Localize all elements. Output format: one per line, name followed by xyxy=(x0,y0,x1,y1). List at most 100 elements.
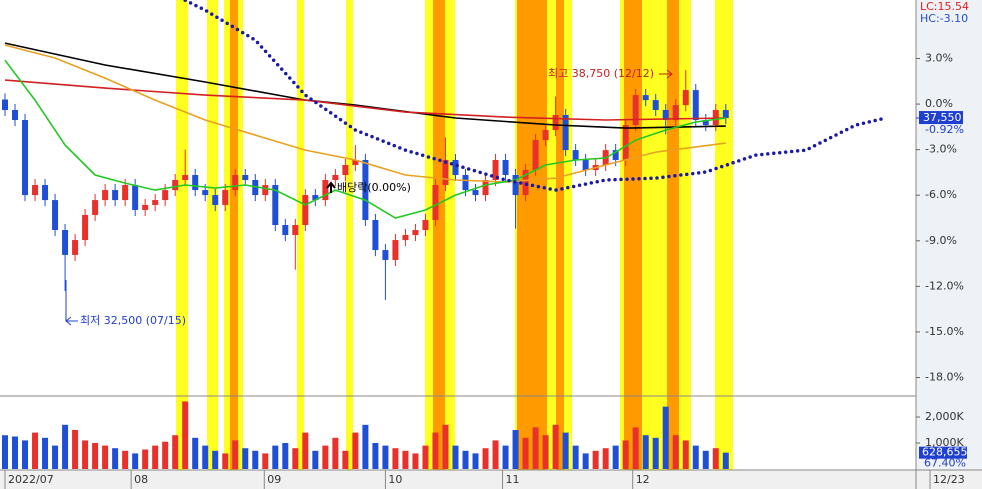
volume-bar xyxy=(212,450,219,469)
candle-body xyxy=(532,140,539,171)
volume-bar xyxy=(522,437,529,469)
volume-bar xyxy=(182,401,189,469)
volume-bar xyxy=(332,437,339,469)
volume-bar xyxy=(2,435,9,469)
volume-bar xyxy=(12,436,19,469)
candle-body xyxy=(32,185,39,196)
candle-body xyxy=(642,95,649,101)
volume-bar xyxy=(432,432,439,469)
candle-body xyxy=(162,190,169,201)
volume-bar xyxy=(712,448,719,469)
volume-bar xyxy=(202,445,209,469)
volume-bar xyxy=(422,445,429,469)
y-tick-label: 3.0% xyxy=(925,51,953,64)
volume-bar xyxy=(92,443,99,469)
last-volume: 628,655 xyxy=(922,446,968,459)
volume-bar xyxy=(582,453,589,469)
volume-bar xyxy=(412,453,419,469)
volume-bar xyxy=(222,453,229,469)
volume-bar xyxy=(82,440,89,469)
candle-body xyxy=(322,180,329,201)
candle-body xyxy=(372,219,379,251)
bottom-axis-panel xyxy=(0,470,982,489)
candle-body xyxy=(572,150,579,160)
candle-body xyxy=(672,105,679,121)
candle-body xyxy=(652,100,659,110)
volume-bar xyxy=(492,440,499,469)
candle-body xyxy=(182,175,189,181)
volume-bar xyxy=(322,445,329,469)
last-change: -0.92% xyxy=(925,123,964,136)
candle-body xyxy=(562,115,569,151)
y-tick-label: -12.0% xyxy=(925,279,964,292)
candle-body xyxy=(212,195,219,205)
candle-body xyxy=(492,159,499,181)
x-tick-label: 12/23 xyxy=(933,473,965,486)
candle-body xyxy=(582,159,589,171)
x-tick-label: 09 xyxy=(267,473,281,486)
signal-band xyxy=(230,0,238,470)
volume-bar xyxy=(192,437,199,469)
volume-bar xyxy=(362,424,369,469)
arrow xyxy=(65,316,78,326)
volume-ratio: 67.40% xyxy=(924,457,966,470)
volume-bar xyxy=(232,440,239,469)
volume-bar xyxy=(52,445,59,469)
volume-bar xyxy=(532,427,539,469)
candle-body xyxy=(112,190,119,201)
volume-bar xyxy=(482,448,489,469)
volume-bar xyxy=(402,450,409,469)
candle-body xyxy=(522,170,529,196)
volume-bar xyxy=(112,448,119,469)
candle-body xyxy=(192,175,199,191)
y-tick-label: 0.0% xyxy=(925,97,953,110)
hc-label: HC:-3.10 xyxy=(920,12,968,25)
candle-body xyxy=(142,204,149,210)
x-tick-label: 10 xyxy=(388,473,402,486)
candle-body xyxy=(312,195,319,201)
volume-bar xyxy=(142,449,149,469)
signal-bands xyxy=(176,0,733,470)
candle-body xyxy=(152,200,159,205)
volume-bar xyxy=(602,448,609,469)
candle-body xyxy=(242,175,249,181)
signal-band xyxy=(667,0,679,470)
volume-bar xyxy=(42,437,49,469)
x-tick-label: 12 xyxy=(636,473,650,486)
candle-body xyxy=(292,224,299,236)
candle-body xyxy=(662,109,669,121)
signal-band xyxy=(715,0,733,470)
y-tick-label: -3.0% xyxy=(925,143,957,156)
candle-body xyxy=(402,235,409,241)
candle-body xyxy=(62,230,69,255)
volume-bar xyxy=(342,450,349,469)
candle-body xyxy=(432,185,439,220)
signal-band xyxy=(556,0,564,470)
candle-body xyxy=(722,109,729,119)
volume-bar xyxy=(392,448,399,469)
candle-body xyxy=(472,190,479,196)
volume-bar xyxy=(562,432,569,469)
candle-body xyxy=(232,175,239,191)
candle-body xyxy=(632,95,639,126)
candle-body xyxy=(282,224,289,236)
candle-body xyxy=(622,125,629,160)
candle-body xyxy=(122,185,129,201)
moving-average xyxy=(4,79,726,121)
volume-bar xyxy=(152,445,159,469)
candle-body xyxy=(352,159,359,165)
volume-bar xyxy=(672,435,679,469)
right-axis-panel xyxy=(916,0,982,489)
candle-body xyxy=(512,175,519,196)
y-tick-label: -15.0% xyxy=(925,325,964,338)
candle-body xyxy=(12,109,19,121)
volume-bar xyxy=(242,448,249,469)
volume-bar xyxy=(292,448,299,469)
candle-body xyxy=(612,150,619,160)
volume-bar xyxy=(62,424,69,469)
volume-bar xyxy=(642,435,649,469)
volume-bar xyxy=(462,450,469,469)
volume-bar xyxy=(662,406,669,469)
candle-body xyxy=(52,200,59,231)
